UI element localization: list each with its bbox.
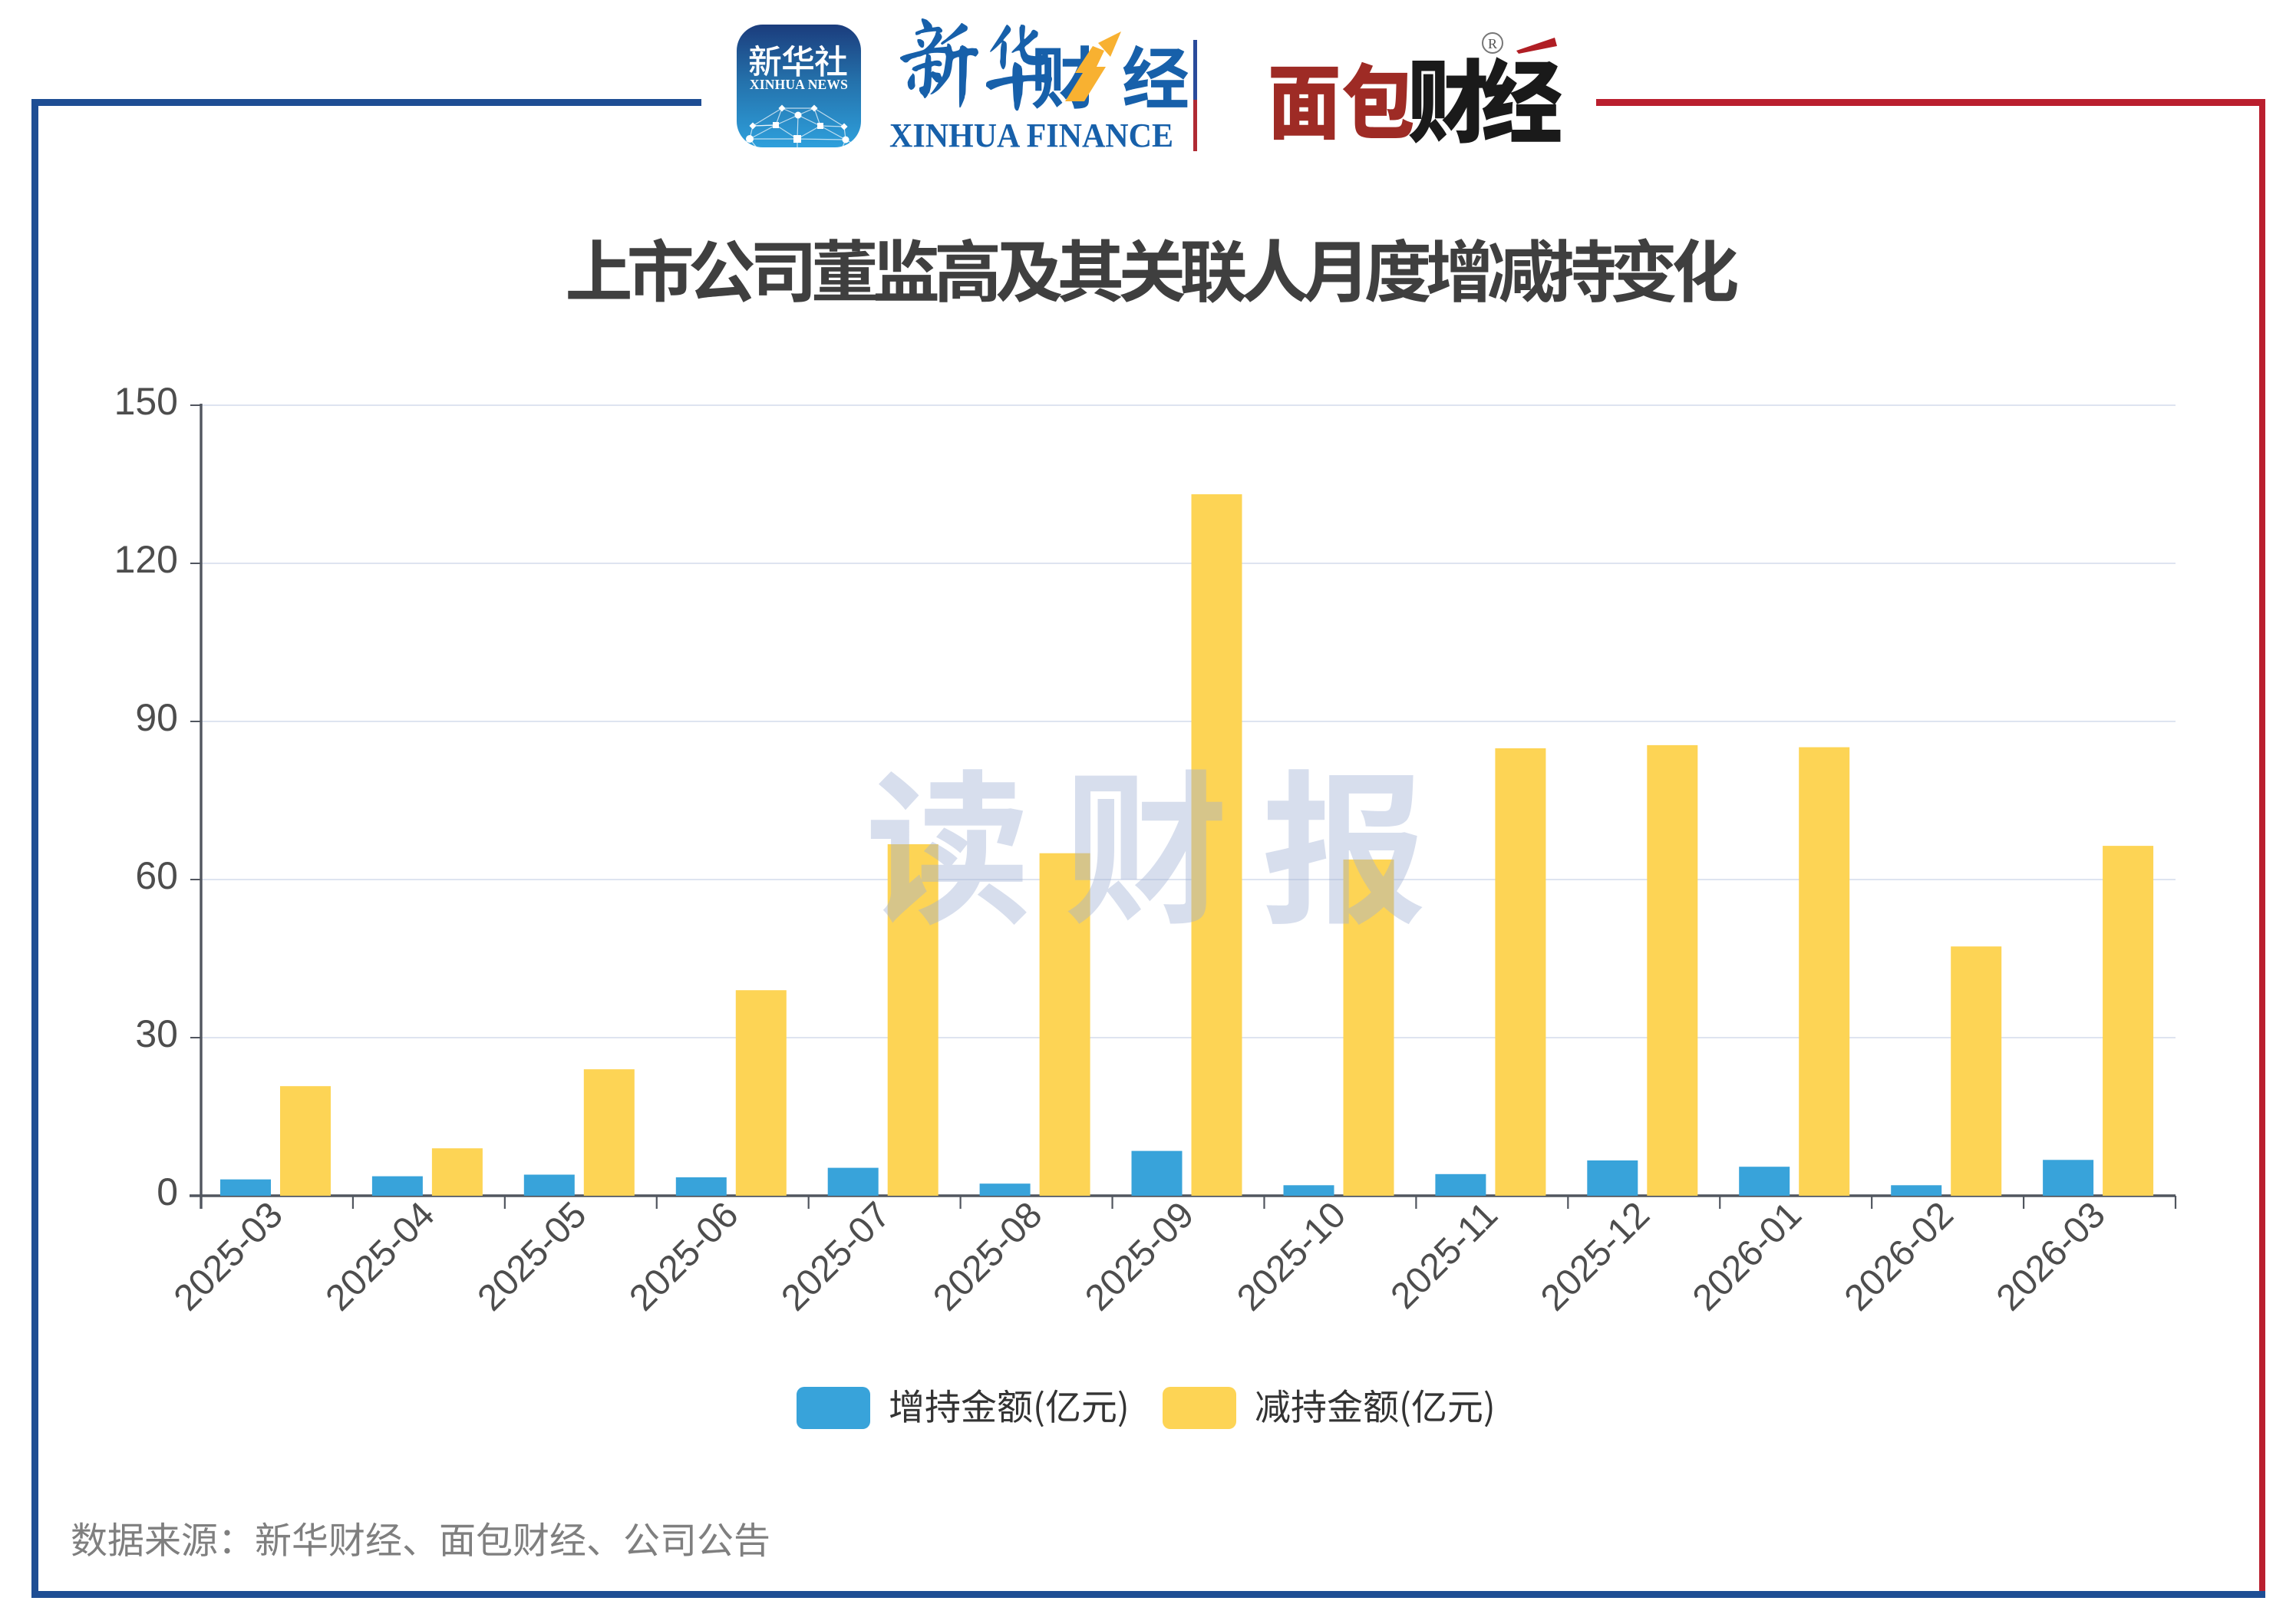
svg-text:150: 150 (114, 380, 178, 423)
svg-text:2025-08: 2025-08 (925, 1194, 1050, 1319)
svg-text:2025-10: 2025-10 (1229, 1194, 1354, 1319)
svg-text:2025-07: 2025-07 (774, 1194, 898, 1319)
svg-text:2025-09: 2025-09 (1077, 1194, 1202, 1319)
svg-text:2026-01: 2026-01 (1685, 1194, 1809, 1319)
svg-text:R: R (1488, 36, 1497, 51)
svg-text:60: 60 (135, 854, 178, 897)
svg-text:XINHUA FINANCE: XINHUA FINANCE (889, 117, 1173, 154)
svg-text:XINHUA NEWS: XINHUA NEWS (750, 77, 848, 92)
svg-text:2026-03: 2026-03 (1989, 1194, 2113, 1319)
svg-text:2025-06: 2025-06 (622, 1194, 746, 1319)
svg-text:2025-04: 2025-04 (318, 1194, 443, 1319)
svg-text:2025-12: 2025-12 (1533, 1194, 1658, 1319)
svg-text:0: 0 (157, 1170, 178, 1213)
svg-text:2025-05: 2025-05 (470, 1194, 595, 1319)
svg-text:2025-03: 2025-03 (167, 1194, 291, 1319)
svg-text:90: 90 (135, 696, 178, 739)
svg-text:2025-11: 2025-11 (1384, 1194, 1506, 1317)
svg-text:120: 120 (114, 538, 178, 581)
svg-text:2026-02: 2026-02 (1837, 1194, 1961, 1319)
svg-text:30: 30 (135, 1012, 178, 1055)
